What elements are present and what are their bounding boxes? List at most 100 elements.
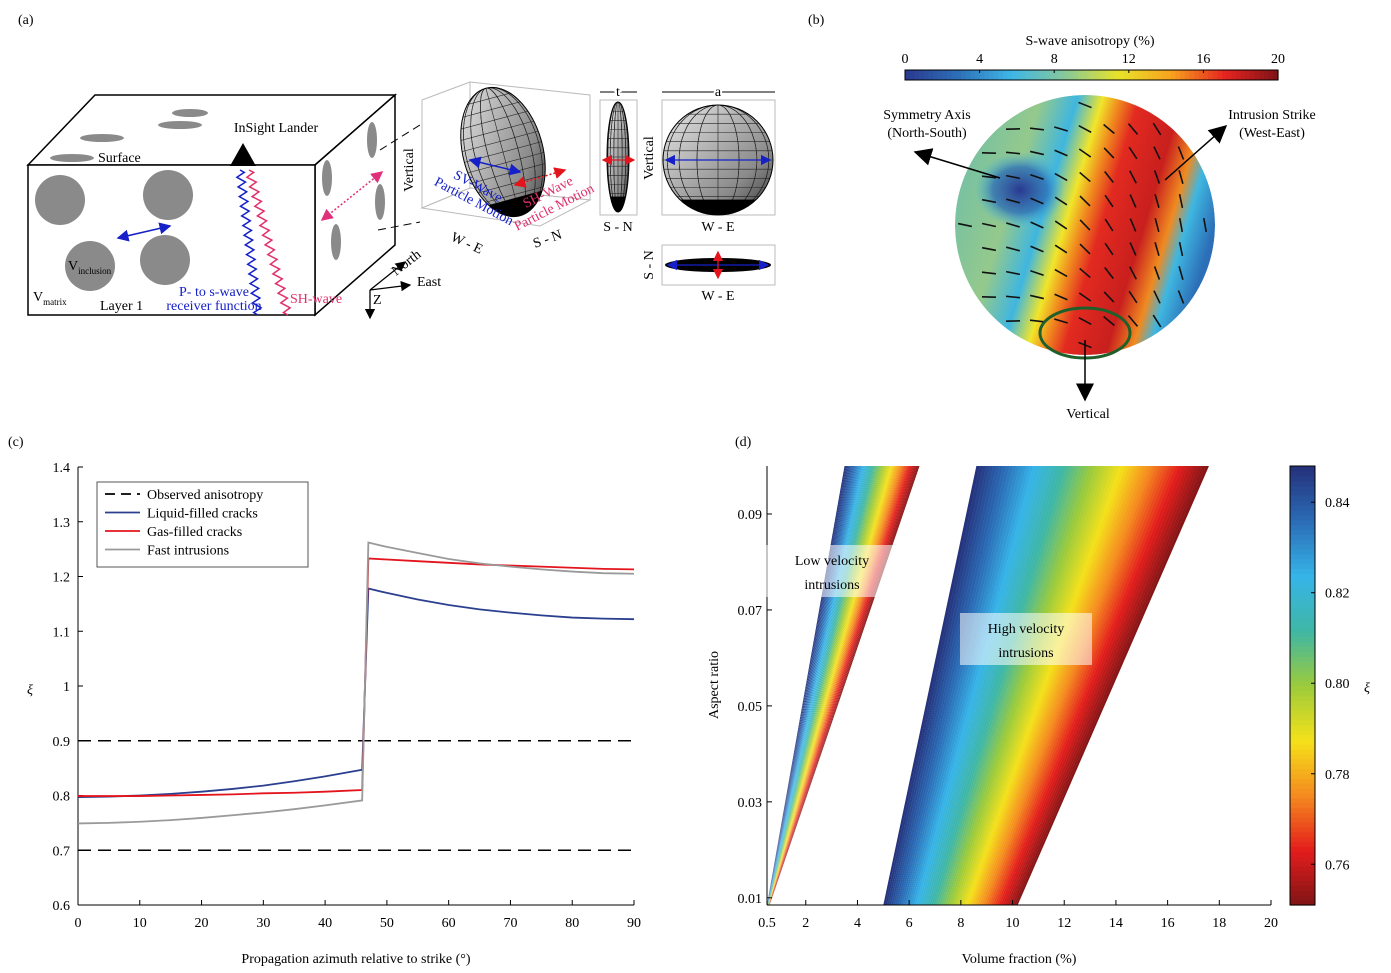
fast-direction-tick — [981, 246, 997, 252]
label-backdrop — [766, 545, 898, 597]
colorbar-cell — [1049, 70, 1055, 80]
colorbar-cell — [1290, 612, 1315, 618]
zoom-line — [377, 221, 421, 231]
contour-band — [919, 466, 1043, 905]
x-tick-label: 90 — [627, 916, 641, 931]
colorbar-cell — [905, 70, 911, 80]
colorbar-cell — [1290, 695, 1315, 701]
y-tick-label: 1.4 — [53, 461, 71, 476]
fast-direction-tick — [1129, 218, 1137, 232]
fast-direction-tick — [1202, 217, 1208, 233]
colorbar-cell — [928, 70, 934, 80]
colorbar-cell — [1290, 466, 1315, 472]
outline — [460, 86, 546, 218]
symbol: V — [68, 259, 78, 274]
colorbar-cell — [1077, 70, 1083, 80]
colorbar-cell — [1170, 70, 1177, 80]
contour-band — [960, 466, 1113, 905]
sh-arrow — [513, 167, 567, 188]
colorbar-cell — [1290, 768, 1315, 774]
fast-direction-tick — [1006, 198, 1020, 204]
contour-band — [892, 466, 997, 905]
colorbar-cell — [1290, 778, 1315, 784]
inclusions — [35, 109, 385, 291]
colorbar-tick-label: 16 — [1196, 52, 1210, 67]
colorbar-cell — [1290, 544, 1315, 550]
contour-band — [954, 466, 1103, 905]
fast-direction-tick — [1079, 171, 1091, 183]
sv-wave-path — [235, 169, 263, 316]
colorbar-cell — [1194, 70, 1200, 80]
we-label: W - E — [448, 230, 484, 258]
fast-direction-tick — [1104, 218, 1114, 232]
x-tick-label: 30 — [256, 916, 270, 931]
z-label: Z — [373, 293, 382, 308]
colorbar-cell — [1240, 70, 1246, 80]
colorbar-cell — [1290, 734, 1315, 740]
contour-band — [952, 466, 1100, 905]
fast-direction-tick — [1054, 244, 1068, 254]
colorbar-cell — [1290, 548, 1315, 555]
contour-band — [890, 466, 994, 905]
fast-direction-tick — [1152, 314, 1162, 328]
symmetry-arrow — [913, 148, 1001, 179]
colorbar-cell — [1290, 880, 1315, 887]
colorbar-cell — [1290, 763, 1315, 770]
x-tick-label: 14 — [1109, 916, 1123, 931]
colorbar-cell — [1290, 680, 1315, 687]
fast-direction-tick — [1154, 218, 1160, 232]
colorbar-cell — [1016, 70, 1023, 80]
symmetry-axis-label: (North-South) — [887, 126, 967, 141]
fast-direction-tick — [1154, 194, 1160, 208]
y-tick-label: 0.8 — [53, 790, 71, 805]
y-tick-label: 0.03 — [738, 796, 763, 811]
contour-band — [1002, 466, 1186, 905]
compass — [364, 261, 412, 320]
colorbar-cell — [1290, 744, 1315, 750]
x-tick-label: 4 — [854, 916, 861, 931]
colorbar-cell — [1290, 553, 1315, 560]
fast-direction-tick — [1006, 222, 1020, 228]
x-tick-label: 60 — [442, 916, 456, 931]
x-tick-label: 8 — [957, 916, 964, 931]
panel-b: (b) S-wave anisotropy (%) Symmetry Axis … — [808, 13, 1316, 422]
colorbar-cell — [1044, 70, 1051, 80]
colorbar-cell — [1290, 534, 1315, 540]
fast-direction-tick — [1129, 170, 1137, 184]
fast-direction-tick — [1129, 266, 1137, 280]
colorbar-cell — [1264, 70, 1270, 80]
colorbar-cell — [1236, 70, 1242, 80]
x-axis-label: Volume fraction (%) — [962, 952, 1077, 967]
contour-band — [887, 466, 987, 905]
colorbar-cell — [1054, 70, 1060, 80]
legend-label: Observed anisotropy — [147, 488, 263, 503]
y-tick-label: 0.01 — [738, 892, 763, 907]
fast-direction-tick — [1178, 266, 1184, 280]
contour-band — [996, 466, 1176, 905]
colorbar-cell — [960, 70, 967, 80]
colorbar-cell — [1290, 729, 1315, 735]
colorbar-cell — [1002, 70, 1009, 80]
fast-direction-tick — [1078, 292, 1092, 302]
contour-band — [958, 466, 1110, 905]
x-tick-label: 12 — [1057, 916, 1071, 931]
colorbar-cell — [1290, 758, 1315, 765]
colorbar-cell — [1290, 539, 1315, 545]
fast-direction-tick — [1177, 146, 1185, 160]
fast-direction-tick — [1103, 315, 1115, 327]
colorbar-cell — [1290, 573, 1315, 579]
panel-label: (c) — [8, 435, 24, 450]
contour-band — [992, 466, 1170, 905]
colorbar-cell — [1290, 607, 1315, 613]
colorbar-cell — [1166, 70, 1172, 80]
contour-band — [988, 466, 1163, 905]
colorbar-cell — [1290, 646, 1315, 652]
x-tick-label: 6 — [906, 916, 913, 931]
colorbar-cell — [1290, 690, 1315, 696]
colorbar-cell — [1245, 70, 1251, 80]
colorbar-cell — [1290, 626, 1315, 633]
fast-direction-tick — [1104, 170, 1114, 184]
contour-band — [967, 466, 1127, 905]
colorbar-cell — [1290, 578, 1315, 584]
fast-direction-tick — [1030, 269, 1044, 277]
